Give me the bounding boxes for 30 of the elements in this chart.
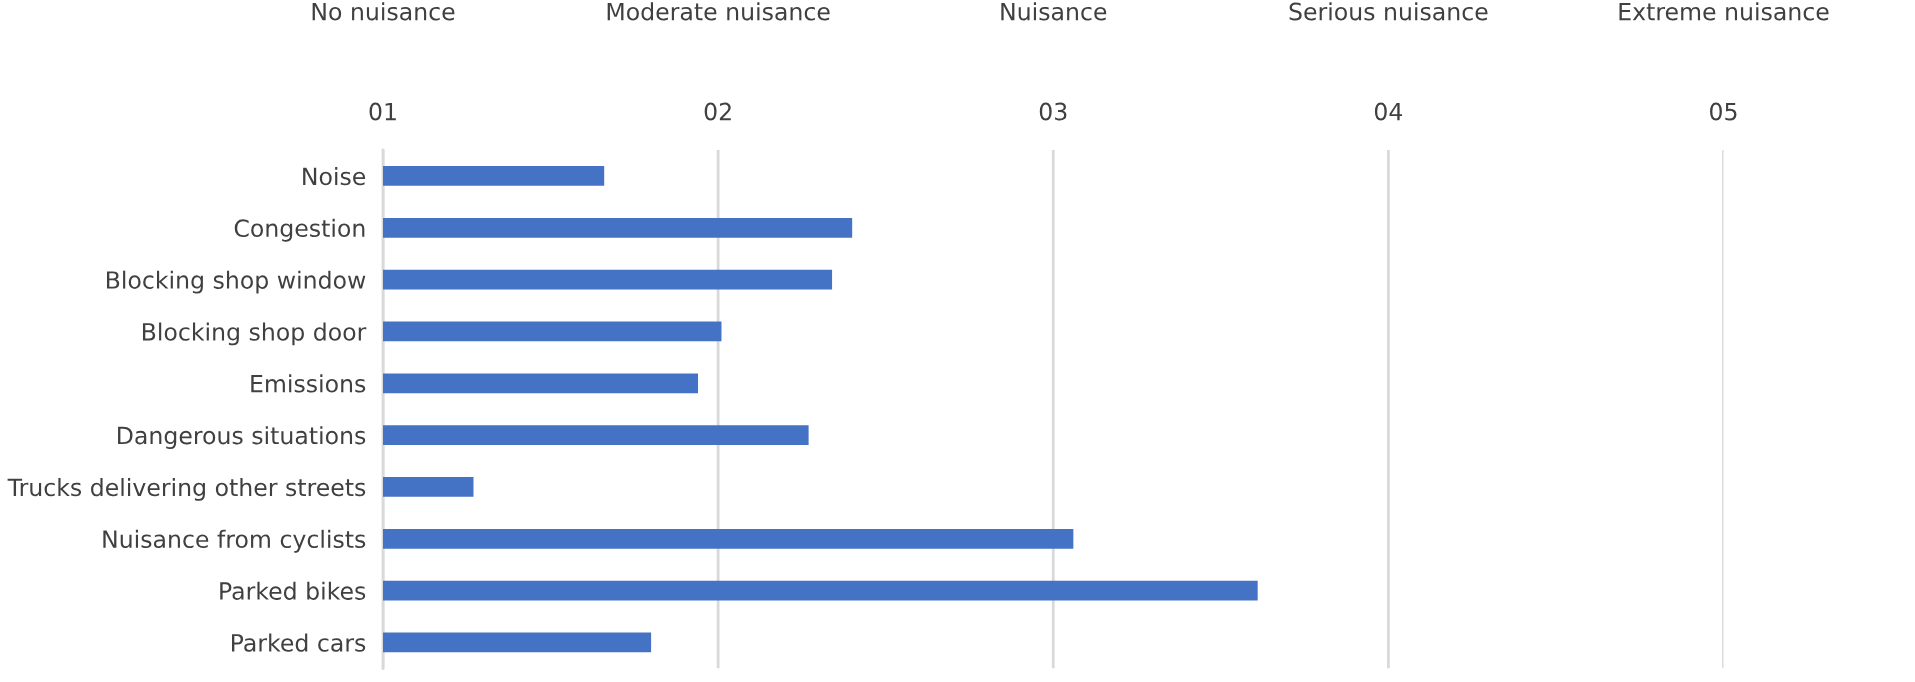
bar xyxy=(383,373,699,394)
bar xyxy=(383,269,833,290)
y-tick-label: Trucks delivering other streets xyxy=(7,477,366,501)
bar xyxy=(383,528,1074,549)
bar xyxy=(383,632,652,653)
y-tick-label: Blocking shop window xyxy=(106,270,366,294)
text: Extreme nuisance xyxy=(1619,2,1829,21)
y-tick-label: Emissions xyxy=(251,374,366,393)
y-tick-label: Parked cars xyxy=(232,633,366,652)
text: Serious nuisance xyxy=(1289,2,1488,21)
text: Nuisance xyxy=(1001,2,1107,21)
y-tick-label: Congestion xyxy=(234,218,365,242)
x-tick-label: 01 xyxy=(369,102,396,121)
y-tick-label: Parked bikes xyxy=(220,581,366,600)
bar xyxy=(383,580,1258,601)
y-tick-label: Noise xyxy=(303,166,366,186)
bar xyxy=(383,321,722,342)
y-tick-label: Nuisance from cyclists xyxy=(103,529,366,553)
bar xyxy=(383,217,853,238)
bar xyxy=(383,425,809,445)
x-tick-label: 05 xyxy=(1710,102,1737,121)
x-tick-label: 02 xyxy=(704,102,731,121)
text: Moderate nuisance xyxy=(607,2,830,21)
text: No nuisance xyxy=(312,2,455,21)
bar xyxy=(383,477,474,497)
x-tick-label: 03 xyxy=(1039,102,1067,121)
y-tick-label: Blocking shop door xyxy=(142,322,367,346)
x-tick-label: 04 xyxy=(1374,102,1403,121)
y-tick-label: Dangerous situations xyxy=(118,426,366,449)
bar xyxy=(383,166,605,186)
